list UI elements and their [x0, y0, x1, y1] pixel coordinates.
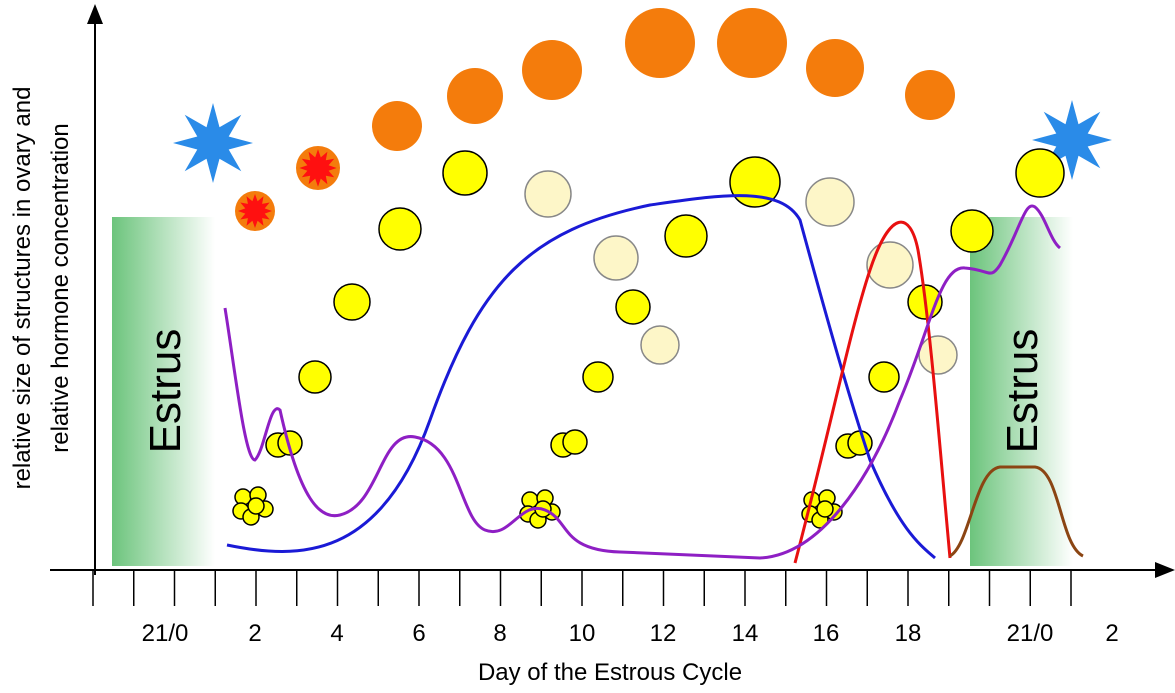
regressing-follicle — [866, 241, 914, 289]
x-tick-label: 14 — [732, 620, 759, 647]
x-tick-label: 10 — [569, 620, 596, 647]
follicle — [868, 361, 900, 393]
regressing-follicle — [524, 170, 572, 218]
follicle — [333, 283, 371, 321]
x-tick-label: 21/0 — [1007, 620, 1054, 647]
hormone-curve-brown — [949, 465, 1084, 558]
corpus-luteum — [625, 8, 695, 78]
corpus-luteum — [717, 8, 787, 78]
x-tick-label: 2 — [1105, 620, 1118, 647]
corpus-luteum — [905, 70, 955, 120]
x-axis-arrow — [1155, 562, 1175, 578]
corpus-luteum — [372, 101, 422, 151]
estrus-band — [112, 217, 215, 566]
corpus-hemorrhagicum-star — [238, 194, 272, 228]
hormone-curve-blue — [226, 194, 936, 560]
follicle — [1015, 148, 1065, 198]
follicle — [615, 289, 651, 325]
hormone-curve-purple — [223, 204, 1062, 560]
corpus-luteum — [522, 40, 582, 100]
estrus-label: Estrus — [141, 329, 190, 454]
y-axis-label: relative hormone concentration — [47, 123, 74, 453]
ovary-structures — [173, 8, 1112, 529]
corpus-luteum — [806, 39, 864, 97]
estrus-band — [970, 217, 1073, 566]
follicle-cluster — [816, 500, 834, 518]
x-tick-label: 2 — [248, 620, 261, 647]
follicle — [950, 209, 994, 253]
small-follicle — [562, 429, 588, 455]
hormone-curve-red — [793, 220, 952, 564]
follicle — [442, 150, 488, 196]
ovulation-star — [173, 103, 253, 183]
y-axis-arrow — [87, 4, 103, 24]
regressing-follicle — [640, 325, 680, 365]
x-tick-label: 21/0 — [142, 620, 189, 647]
follicle — [378, 207, 422, 251]
estrus-label: Estrus — [998, 329, 1047, 454]
x-axis-label: Day of the Estrous Cycle — [478, 659, 742, 686]
y-axis-label: relative size of structures in ovary and — [9, 87, 36, 490]
x-tick-label: 18 — [895, 620, 922, 647]
follicle-cluster — [247, 497, 265, 515]
regressing-follicle — [805, 177, 855, 227]
corpus-hemorrhagicum-star — [299, 149, 337, 187]
x-tick-label: 16 — [813, 620, 840, 647]
x-tick-label: 4 — [330, 620, 343, 647]
regressing-follicle — [918, 335, 958, 375]
follicle — [298, 360, 332, 394]
regressing-follicle — [593, 235, 639, 281]
follicle — [582, 361, 614, 393]
follicle — [664, 214, 708, 258]
x-tick-label: 12 — [650, 620, 677, 647]
x-ticks: 21/0 2 4 6 8 10 12 14 16 18 21/0 2 — [92, 570, 1119, 647]
x-tick-label: 8 — [493, 620, 506, 647]
corpus-luteum — [447, 68, 503, 124]
small-follicle — [277, 430, 303, 456]
x-tick-label: 6 — [412, 620, 425, 647]
